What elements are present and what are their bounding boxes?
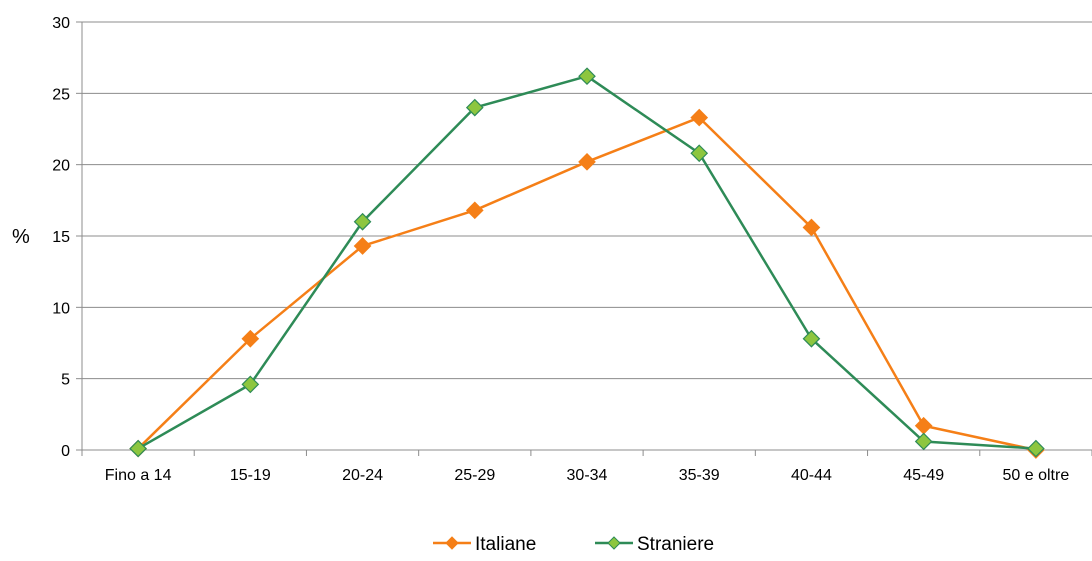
data-point (690, 144, 709, 163)
data-point (578, 67, 596, 86)
data-point (241, 375, 260, 394)
legend: Italiane Straniere (433, 534, 714, 555)
data-point (914, 432, 933, 451)
legend-marker (445, 536, 459, 550)
y-tick-label: 15 (52, 229, 70, 246)
data-point (241, 329, 260, 348)
y-tick-label: 10 (52, 300, 70, 317)
legend-label: Straniere (637, 534, 714, 555)
y-axis-title: % (12, 226, 30, 248)
y-tick-label: 20 (52, 158, 70, 175)
x-tick-label: 45-49 (903, 467, 944, 484)
y-tick-label: 5 (61, 372, 70, 389)
legend-label: Italiane (475, 534, 536, 555)
data-point (129, 439, 147, 458)
y-tick-label: 25 (52, 86, 70, 103)
x-tick-label: Fino a 14 (105, 467, 172, 484)
data-point (465, 98, 484, 117)
series-italiane (129, 108, 1045, 459)
data-point (690, 108, 709, 127)
y-tick-label: 30 (52, 15, 70, 32)
x-tick-label: 20-24 (342, 467, 383, 484)
data-point (578, 152, 596, 171)
data-point (353, 237, 372, 255)
x-tick-label: 25-29 (454, 467, 495, 484)
series-line (137, 74, 1036, 450)
data-point (353, 212, 372, 231)
data-point (802, 218, 821, 237)
data-point (802, 329, 821, 348)
data-point (914, 416, 933, 435)
data-point (465, 201, 484, 220)
series-group (129, 67, 1045, 459)
gridlines (82, 21, 1092, 380)
legend-item-straniere: Straniere (595, 534, 714, 555)
x-tick-label: 30-34 (567, 467, 608, 484)
x-axis-ticks: Fino a 14 15-19 20-24 25-29 30-34 35-39 40-44 4… (81, 450, 1092, 484)
y-tick-label: 0 (61, 443, 70, 460)
legend-marker (607, 536, 621, 550)
x-tick-label: 15-19 (230, 467, 271, 484)
x-tick-label: 35-39 (679, 467, 720, 484)
x-tick-label: 40-44 (791, 467, 832, 484)
legend-item-italiane: Italiane (433, 534, 536, 555)
series-straniere (129, 67, 1045, 458)
data-point (1027, 439, 1045, 458)
y-axis-ticks: 0 5 10 15 20 25 30 (52, 15, 82, 460)
x-tick-label: 50 e oltre (1003, 467, 1070, 484)
